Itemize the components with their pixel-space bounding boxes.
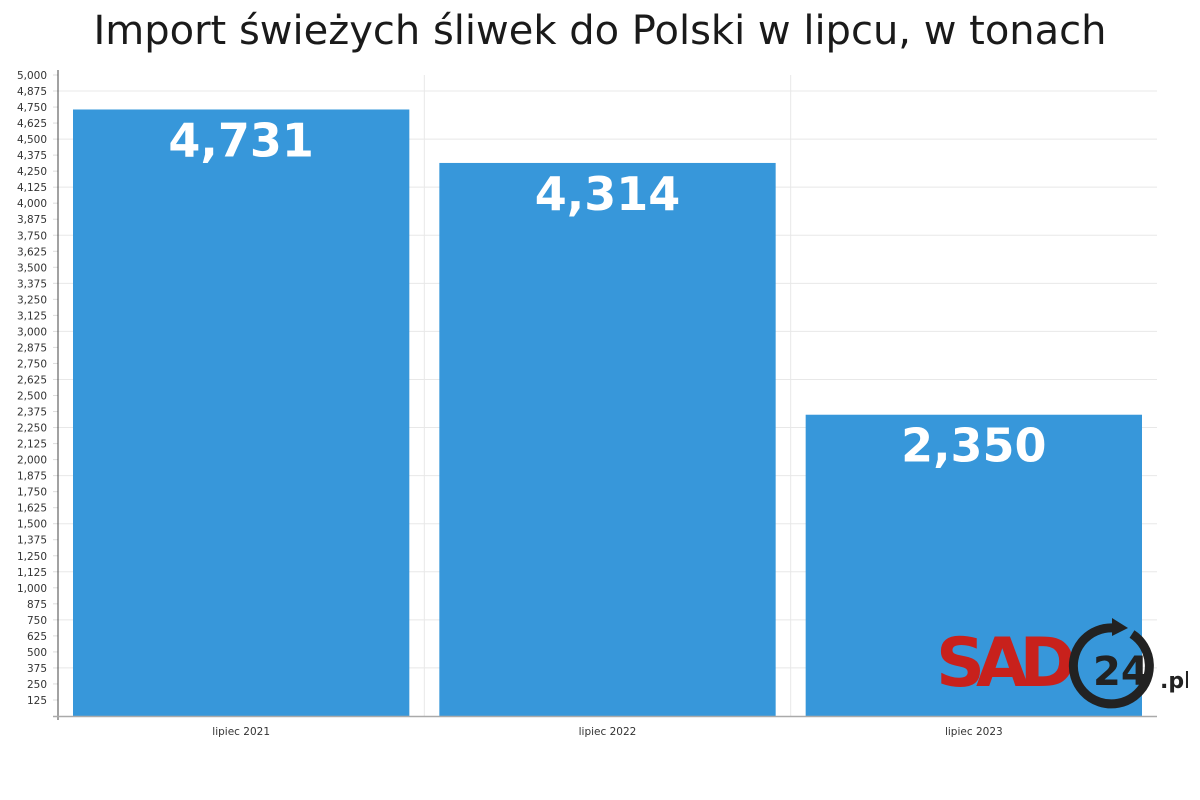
y-tick-label: 1,000 [17, 583, 47, 595]
y-tick-label: 875 [27, 599, 47, 611]
bar [439, 162, 776, 717]
y-tick-label: 2,625 [17, 374, 47, 386]
y-tick-label: 4,500 [17, 134, 47, 146]
y-tick-label: 3,875 [17, 214, 47, 226]
y-tick-label: 3,125 [17, 310, 47, 322]
y-tick-label: 3,250 [17, 294, 47, 306]
y-tick-label: 2,875 [17, 342, 47, 354]
y-tick-label: 3,375 [17, 278, 47, 290]
x-tick-label: lipiec 2021 [212, 726, 270, 738]
y-tick-label: 750 [27, 615, 47, 627]
y-tick-label: 2,750 [17, 358, 47, 370]
y-tick-label: 1,125 [17, 567, 47, 579]
data-label: 4,314 [535, 167, 681, 221]
y-tick-label: 2,125 [17, 439, 47, 451]
y-tick-label: 5,000 [17, 70, 47, 82]
logo-circle-arrow-icon [1068, 623, 1154, 709]
y-tick-label: 1,625 [17, 503, 47, 515]
y-tick-label: 4,000 [17, 198, 47, 210]
y-tick-label: 125 [27, 695, 47, 707]
y-tick-label: 2,375 [17, 407, 47, 419]
y-tick-label: 3,000 [17, 326, 47, 338]
y-tick-label: 625 [27, 631, 47, 643]
y-tick-label: 375 [27, 663, 47, 675]
logo-suffix: .pl [1160, 669, 1188, 694]
y-tick-label: 1,750 [17, 487, 47, 499]
bar [805, 414, 1142, 716]
y-tick-label: 1,250 [17, 551, 47, 563]
y-tick-label: 2,000 [17, 455, 47, 467]
y-tick-label: 4,625 [17, 118, 47, 130]
y-tick-label: 4,375 [17, 150, 47, 162]
chart-title: Import świeżych śliwek do Polski w lipcu… [93, 8, 1107, 54]
y-tick-label: 1,375 [17, 535, 47, 547]
y-tick-label: 2,250 [17, 423, 47, 435]
y-tick-label: 1,500 [17, 519, 47, 531]
x-tick-label: lipiec 2022 [579, 726, 637, 738]
y-tick-label: 3,750 [17, 230, 47, 242]
y-tick-label: 250 [27, 679, 47, 691]
y-tick-label: 4,250 [17, 166, 47, 178]
sad24-logo: SAD 24 .pl [936, 618, 1188, 709]
bar [73, 109, 410, 717]
x-tick-label: lipiec 2023 [945, 726, 1003, 738]
y-tick-label: 2,500 [17, 391, 47, 403]
y-tick-label: 4,875 [17, 86, 47, 98]
y-tick-label: 3,500 [17, 262, 47, 274]
y-tick-label: 4,750 [17, 102, 47, 114]
y-tick-label: 4,125 [17, 182, 47, 194]
data-label: 4,731 [168, 113, 314, 167]
y-tick-label: 3,625 [17, 246, 47, 258]
data-label: 2,350 [901, 419, 1047, 473]
y-tick-label: 1,875 [17, 471, 47, 483]
logo-number: 24 [1093, 649, 1149, 695]
y-tick-label: 500 [27, 647, 47, 659]
logo-text: SAD [936, 624, 1076, 703]
